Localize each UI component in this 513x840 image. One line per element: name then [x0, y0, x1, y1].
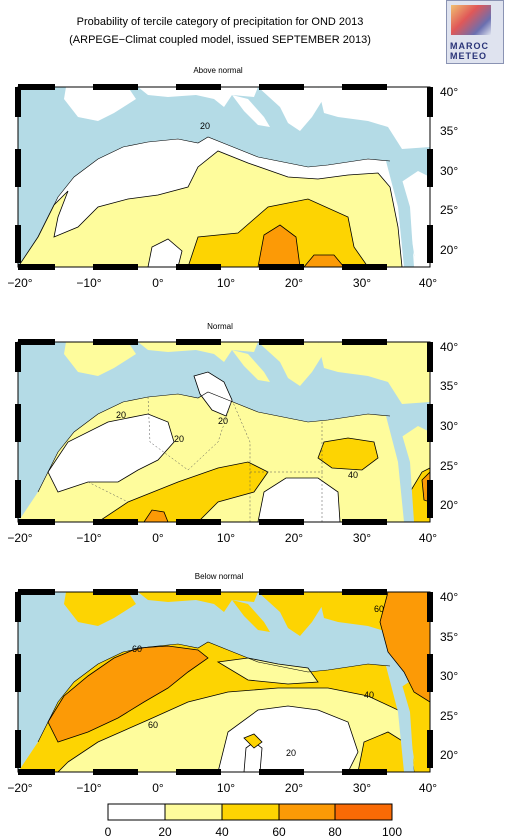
contour-label: 60	[374, 604, 384, 614]
svg-text:−20°: −20°	[7, 781, 32, 795]
panel-title-above-normal: Above normal	[193, 66, 243, 75]
svg-text:40°: 40°	[440, 590, 458, 604]
contour-label: 20	[286, 748, 296, 758]
contour-label: 40	[348, 470, 358, 480]
colorbar-tick: 60	[272, 825, 286, 839]
svg-text:10°: 10°	[217, 531, 235, 545]
contour-label: 40	[364, 690, 374, 700]
svg-text:20°: 20°	[285, 276, 303, 290]
maroc-meteo-logo: MAROC METEO	[446, 0, 504, 64]
svg-text:30°: 30°	[353, 781, 371, 795]
svg-text:30°: 30°	[440, 164, 458, 178]
svg-text:30°: 30°	[353, 531, 371, 545]
colorbar-bin-80-100	[334, 803, 393, 821]
colorbar: 0 20 40 60 80 100	[105, 803, 402, 839]
y-axis-labels-2: 40° 35° 30° 25° 20°	[440, 340, 458, 512]
svg-text:0°: 0°	[152, 531, 164, 545]
colorbar-tick: 100	[382, 825, 402, 839]
svg-text:−10°: −10°	[76, 276, 101, 290]
svg-text:10°: 10°	[217, 781, 235, 795]
svg-text:30°: 30°	[353, 276, 371, 290]
colorbar-tick: 20	[158, 825, 172, 839]
logo-emblem-icon	[451, 5, 491, 35]
colorbar-bin-0-20	[107, 803, 166, 821]
svg-text:20°: 20°	[285, 781, 303, 795]
frame-ticks	[15, 84, 433, 270]
svg-text:−20°: −20°	[7, 276, 32, 290]
svg-text:20°: 20°	[440, 498, 458, 512]
x-axis-labels-1: −20° −10° 0° 10° 20° 30° 40°	[7, 276, 437, 290]
panel-above-normal: 20	[15, 84, 433, 270]
colorbar-tick: 40	[215, 825, 229, 839]
contour-label: 20	[218, 416, 228, 426]
colorbar-bin-60-80	[278, 803, 336, 821]
x-axis-labels-2: −20° −10° 0° 10° 20° 30° 40°	[7, 531, 437, 545]
svg-text:40°: 40°	[419, 531, 437, 545]
panel-below-normal: 60 40 60 20 60	[15, 589, 433, 775]
contour-label: 60	[132, 644, 142, 654]
svg-text:25°: 25°	[440, 459, 458, 473]
svg-text:40°: 40°	[419, 276, 437, 290]
svg-text:25°: 25°	[440, 203, 458, 217]
map-subtitle: (ARPEGE−Climat coupled model, issued SEP…	[69, 34, 371, 46]
svg-text:25°: 25°	[440, 709, 458, 723]
contour-label: 20	[200, 121, 210, 131]
contour-label: 20	[116, 410, 126, 420]
svg-text:20°: 20°	[440, 243, 458, 257]
svg-text:40°: 40°	[419, 781, 437, 795]
svg-text:0°: 0°	[152, 276, 164, 290]
y-axis-labels-3: 40° 35° 30° 25° 20°	[440, 590, 458, 762]
panel-title-below-normal: Below normal	[195, 572, 244, 581]
x-axis-labels-3: −20° −10° 0° 10° 20° 30° 40°	[7, 781, 437, 795]
svg-text:−20°: −20°	[7, 531, 32, 545]
panel-normal: 20 20 40 20	[15, 339, 433, 525]
svg-text:40°: 40°	[440, 340, 458, 354]
colorbar-bin-40-60	[221, 803, 280, 821]
y-axis-labels-1: 40° 35° 30° 25° 20°	[440, 85, 458, 257]
svg-text:30°: 30°	[440, 419, 458, 433]
contour-label: 60	[148, 720, 158, 730]
svg-text:10°: 10°	[217, 276, 235, 290]
svg-text:30°: 30°	[440, 669, 458, 683]
svg-text:−10°: −10°	[76, 531, 101, 545]
panel-title-normal: Normal	[207, 322, 233, 331]
colorbar-tick: 0	[105, 825, 112, 839]
svg-text:20°: 20°	[440, 748, 458, 762]
svg-text:40°: 40°	[440, 85, 458, 99]
map-title: Probability of tercile category of preci…	[76, 16, 364, 28]
contour-label: 20	[174, 434, 184, 444]
svg-text:35°: 35°	[440, 630, 458, 644]
svg-text:35°: 35°	[440, 124, 458, 138]
svg-text:0°: 0°	[152, 781, 164, 795]
colorbar-tick: 80	[328, 825, 342, 839]
logo-text: MAROC METEO	[450, 41, 489, 61]
colorbar-bin-20-40	[164, 803, 223, 821]
svg-text:35°: 35°	[440, 379, 458, 393]
svg-text:20°: 20°	[285, 531, 303, 545]
svg-text:−10°: −10°	[76, 781, 101, 795]
